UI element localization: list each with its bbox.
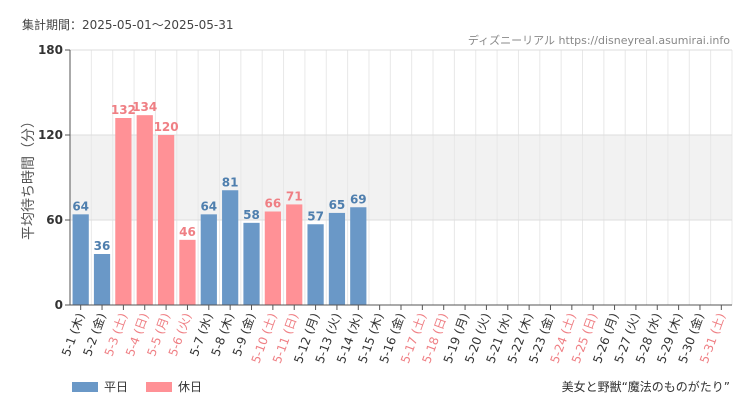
- y-tick-label: 180: [38, 43, 63, 57]
- band-60-120: [70, 135, 732, 220]
- bar: [243, 222, 260, 305]
- legend-swatch-holiday: [146, 381, 173, 392]
- y-tick-label: 60: [46, 213, 63, 227]
- y-axis-label: 平均待ち時間（分）: [21, 114, 37, 240]
- bar-value-label: 66: [265, 197, 282, 211]
- legend: 平日 休日: [72, 378, 202, 395]
- attraction-name: 美女と野獣“魔法のものがたり”: [561, 380, 730, 394]
- bar-value-label: 65: [329, 198, 346, 212]
- bar-value-label: 134: [132, 100, 157, 114]
- bar: [286, 204, 303, 305]
- bar-value-label: 81: [222, 175, 239, 189]
- bar: [350, 207, 367, 305]
- bar-value-label: 57: [307, 209, 324, 223]
- bar: [307, 224, 324, 305]
- legend-swatch-weekday: [72, 381, 98, 392]
- bar: [179, 239, 196, 305]
- bar: [72, 214, 89, 305]
- period-label: 集計期間：2025-05-01～2025-05-31: [22, 18, 234, 32]
- bar: [222, 190, 239, 305]
- bar: [136, 115, 153, 306]
- bar: [93, 254, 111, 305]
- y-tick-label: 0: [55, 298, 63, 312]
- bar-value-label: 36: [94, 239, 111, 253]
- bar: [157, 135, 175, 305]
- bar: [264, 211, 281, 305]
- bar-value-label: 46: [179, 225, 196, 239]
- legend-item-holiday: 休日: [146, 378, 202, 395]
- bar: [115, 118, 132, 305]
- y-tick-label: 120: [38, 128, 63, 142]
- bar-value-label: 58: [243, 208, 260, 222]
- legend-label-holiday: 休日: [178, 380, 203, 394]
- source-label: ディズニーリアル https://disneyreal.asumirai.inf…: [467, 34, 730, 47]
- bar: [328, 212, 346, 305]
- legend-label-weekday: 平日: [104, 380, 129, 394]
- bar-value-label: 132: [111, 103, 136, 117]
- bar-value-label: 64: [200, 199, 217, 213]
- bar-value-label: 64: [72, 199, 89, 213]
- bar: [200, 214, 217, 305]
- legend-item-weekday: 平日: [72, 378, 128, 395]
- bar-value-label: 71: [286, 189, 303, 203]
- bar-value-label: 120: [154, 120, 179, 134]
- bar-value-label: 69: [350, 192, 367, 206]
